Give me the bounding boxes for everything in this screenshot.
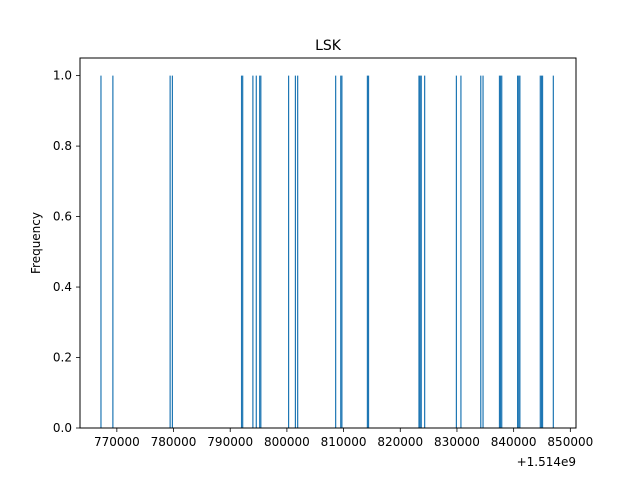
bar (252, 75, 254, 429)
bar (335, 75, 337, 429)
bar (260, 75, 262, 429)
bar (541, 75, 544, 429)
bar (419, 75, 421, 429)
bar (367, 75, 370, 429)
plot-frame (79, 57, 577, 429)
bar (169, 75, 171, 429)
bar (112, 75, 114, 429)
bar (240, 75, 243, 429)
bars (100, 75, 554, 429)
x-tick-label: 830000 (434, 435, 480, 449)
bar (519, 75, 521, 429)
bar (500, 75, 502, 429)
y-axis: 0.0 0.2 0.4 0.6 0.8 1.0 (53, 69, 80, 435)
bar (294, 75, 297, 429)
bar (242, 75, 244, 429)
bar (552, 75, 554, 429)
bar (366, 75, 368, 429)
chart-title: LSK (315, 38, 342, 54)
x-axis: 770000 780000 790000 800000 810000 820000 8300… (94, 428, 593, 449)
x-tick-label: 840000 (491, 435, 537, 449)
bar (540, 75, 543, 429)
bar (480, 75, 482, 429)
bar (171, 75, 173, 429)
bar (288, 75, 290, 429)
x-tick-label: 850000 (547, 435, 593, 449)
x-tick-label: 770000 (94, 435, 140, 449)
bar (539, 75, 541, 429)
bar (340, 75, 342, 429)
x-offset-label: +1.514e9 (517, 455, 576, 469)
bar (498, 75, 501, 429)
bar (455, 75, 457, 429)
bar (424, 75, 426, 429)
x-tick-label: 820000 (377, 435, 423, 449)
y-tick-label: 1.0 (53, 69, 72, 83)
y-tick-label: 0.6 (53, 210, 72, 224)
bar (501, 75, 503, 429)
bar (460, 75, 462, 429)
x-tick-label: 790000 (207, 435, 253, 449)
bar (420, 75, 422, 429)
bar (341, 75, 343, 429)
bar (297, 75, 299, 429)
bar (517, 75, 519, 429)
y-tick-label: 0.2 (53, 351, 72, 365)
y-axis-label: Frequency (29, 212, 43, 274)
bar (418, 75, 420, 429)
bar (259, 75, 261, 429)
x-tick-label: 780000 (151, 435, 197, 449)
x-tick-label: 800000 (264, 435, 310, 449)
bar (255, 75, 257, 429)
y-tick-label: 0.4 (53, 280, 72, 294)
y-tick-label: 0.0 (53, 421, 72, 435)
bar (482, 75, 484, 429)
bar (100, 75, 102, 429)
bar (518, 75, 520, 429)
x-tick-label: 810000 (321, 435, 367, 449)
y-tick-label: 0.8 (53, 139, 72, 153)
